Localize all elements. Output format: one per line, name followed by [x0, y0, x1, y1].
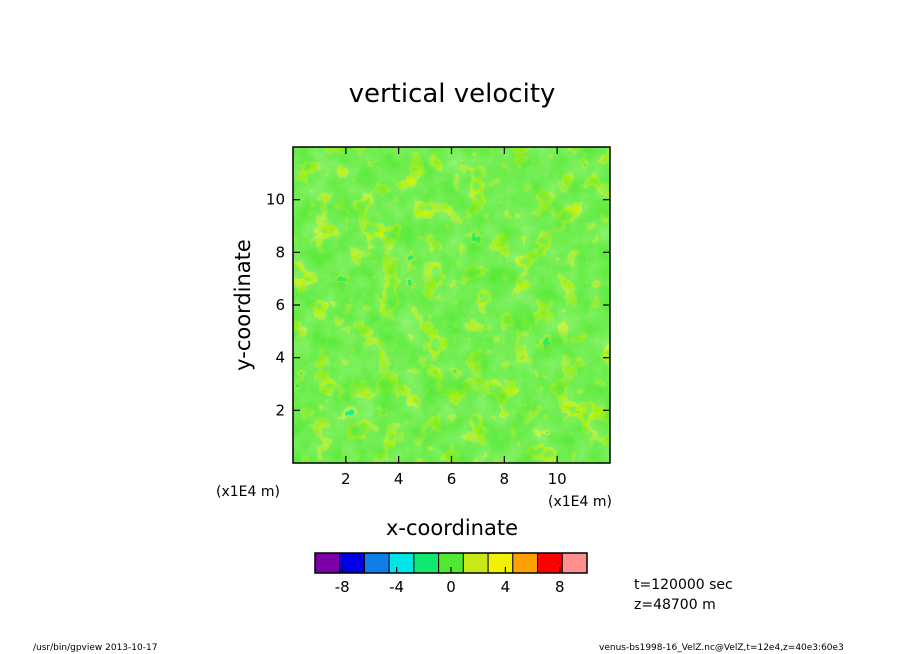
x-axis-label: x-coordinate: [386, 516, 518, 540]
x-tick-label-2: 2: [341, 470, 351, 488]
plot-area: [292, 146, 611, 464]
colorbar-tick-label-0: -8: [335, 578, 350, 596]
footer-left: /usr/bin/gpview 2013-10-17: [33, 643, 158, 653]
y-unit-label: (x1E4 m): [216, 484, 280, 500]
height-annotation: z=48700 m: [634, 597, 716, 613]
footer-right: venus-bs1998-16_VelZ.nc@VelZ,t=12e4,z=40…: [599, 643, 844, 653]
x-tick-label-4: 4: [394, 470, 404, 488]
colorbar-swatch-2: [363, 552, 390, 574]
colorbar-swatch-1: [339, 552, 365, 574]
axis-ticks: 2 4 6 8 10 2 4 6 8 10: [266, 147, 610, 488]
colorbar-tick-label-1: -4: [389, 578, 404, 596]
colorbar-tick-label-2: 0: [446, 578, 456, 596]
y-tick-label-6: 6: [275, 296, 285, 314]
heatmap-field: [293, 147, 610, 463]
colorbar-swatch-10: [561, 552, 588, 574]
colorbar-swatch-4: [413, 552, 440, 574]
colorbar: -8 -4 0 4 8: [314, 552, 588, 596]
x-tick-label-10: 10: [548, 470, 567, 488]
colorbar-swatch-3: [388, 552, 415, 574]
x-unit-label: (x1E4 m): [548, 494, 612, 510]
chart-title: vertical velocity: [349, 79, 556, 109]
colorbar-swatch-8: [512, 552, 539, 574]
y-tick-label-2: 2: [275, 401, 285, 419]
x-tick-label-6: 6: [447, 470, 457, 488]
x-tick-label-8: 8: [500, 470, 510, 488]
colorbar-tick-label-4: 8: [555, 578, 565, 596]
y-tick-label-8: 8: [275, 243, 285, 261]
y-tick-label-10: 10: [266, 191, 285, 209]
colorbar-swatch-0: [314, 552, 341, 574]
colorbar-swatch-7: [487, 552, 514, 574]
colorbar-swatch-6: [462, 552, 489, 574]
y-axis-label: y-coordinate: [231, 239, 255, 371]
colorbar-tick-label-3: 4: [501, 578, 511, 596]
colorbar-swatch-9: [537, 552, 563, 574]
time-annotation: t=120000 sec: [634, 577, 733, 593]
y-tick-label-4: 4: [275, 349, 285, 367]
